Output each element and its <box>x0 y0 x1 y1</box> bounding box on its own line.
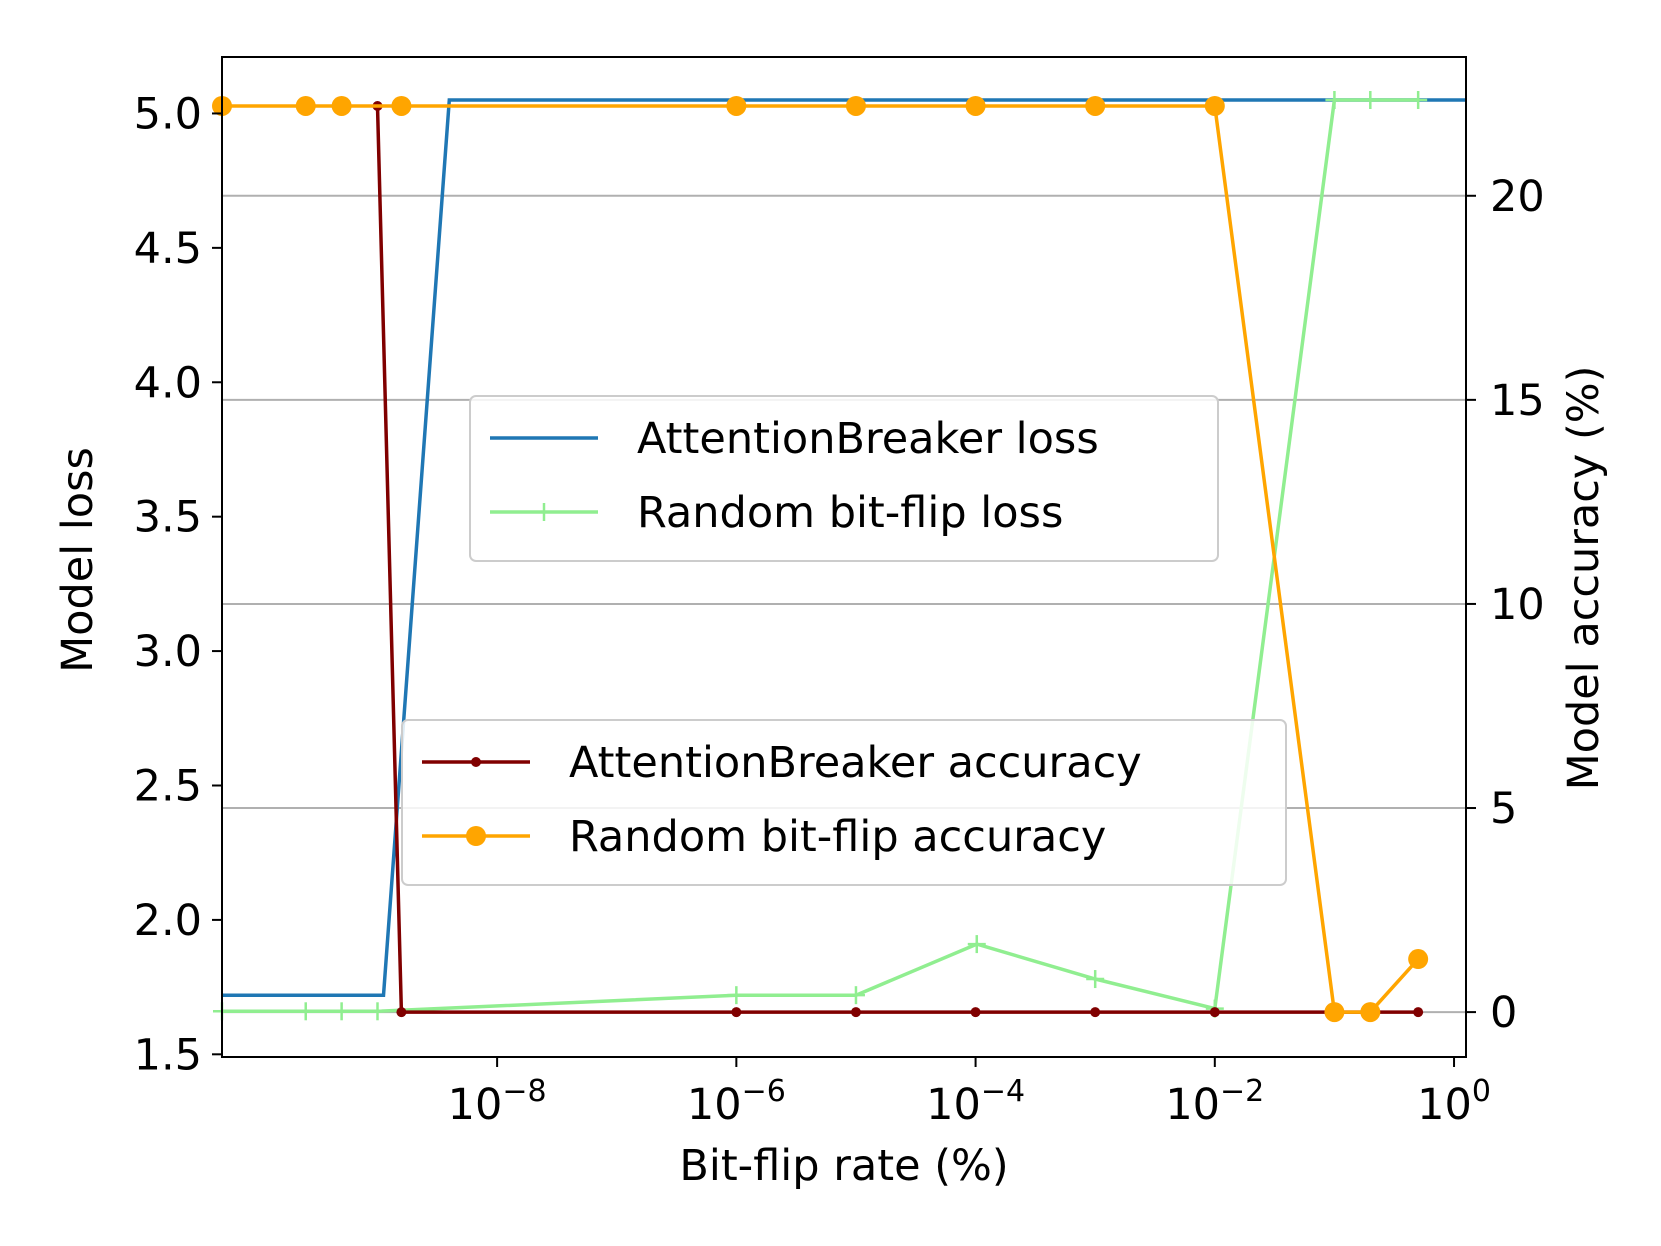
data-point <box>1090 1007 1101 1018</box>
legend-marker <box>535 503 553 521</box>
data-point <box>970 1007 981 1018</box>
x-tick-label: 10−6 <box>687 1074 786 1130</box>
data-point <box>1325 91 1344 110</box>
y-right-tick-label: 10 <box>1490 580 1545 630</box>
data-point <box>1360 1002 1381 1023</box>
data-point <box>1086 970 1105 989</box>
data-point <box>396 1007 407 1018</box>
data-point <box>731 1007 742 1018</box>
y-left-tick-label: 1.5 <box>134 1030 202 1080</box>
y-left-tick-label: 5.0 <box>134 89 202 139</box>
y-axis-right-title: Model accuracy (%) <box>1559 366 1609 791</box>
data-point <box>845 95 866 116</box>
x-tick-label: 10−8 <box>448 1074 547 1130</box>
data-point <box>331 95 352 116</box>
legend-label: Random bit-flip loss <box>637 488 1063 538</box>
series-line <box>375 105 1419 1014</box>
y-right-tick-label: 5 <box>1490 784 1517 834</box>
series-layer <box>212 91 1466 1023</box>
y-left-tick-label: 3.0 <box>134 627 202 677</box>
data-point <box>1361 91 1380 110</box>
data-point <box>1204 95 1225 116</box>
data-point <box>1324 1002 1345 1023</box>
data-point <box>368 1002 387 1021</box>
legend-label: AttentionBreaker accuracy <box>569 738 1142 788</box>
legend-label: AttentionBreaker loss <box>637 414 1099 464</box>
x-axis-title: Bit-flip rate (%) <box>679 1141 1008 1191</box>
y-left-tick-label: 4.5 <box>134 224 202 274</box>
series-line <box>222 98 1466 997</box>
legend-marker <box>471 757 481 767</box>
legend-marker <box>466 826 486 846</box>
legend-accuracy-box <box>401 719 1287 886</box>
axis-layer: 0 5 10 15 20 1.5 2.0 2.5 3.0 3.5 4.0 4.5 5.0 10−8 10−6… <box>134 89 1545 1130</box>
data-point <box>1408 949 1429 970</box>
data-point <box>967 935 986 954</box>
series-1 <box>222 98 1466 997</box>
legend-loss: AttentionBreaker loss Random bit-flip los… <box>469 395 1219 562</box>
data-point <box>727 986 746 1005</box>
data-point <box>296 1002 315 1021</box>
legend-label: Random bit-flip accuracy <box>569 812 1106 862</box>
data-point <box>1413 1007 1424 1018</box>
y-left-tick-label: 4.0 <box>134 358 202 408</box>
data-point <box>1409 91 1428 110</box>
data-point <box>846 986 865 1005</box>
data-point <box>850 1007 861 1018</box>
data-point <box>295 95 316 116</box>
y-right-tick-label: 20 <box>1490 172 1545 222</box>
legend-loss-box <box>469 395 1219 562</box>
series-3 <box>372 100 1424 1018</box>
series-4 <box>212 95 1429 1023</box>
x-tick-label: 10−2 <box>1165 1074 1264 1130</box>
y-axis-left-title: Model loss <box>53 447 103 673</box>
data-point <box>332 1002 351 1021</box>
data-point <box>1209 1007 1220 1018</box>
plot-frame <box>221 56 1467 1058</box>
y-right-tick-label: 15 <box>1490 376 1545 426</box>
x-tick-label: 10−4 <box>926 1074 1025 1130</box>
x-tick-label: 100 <box>1417 1074 1491 1130</box>
data-point <box>1085 95 1106 116</box>
data-point <box>391 95 412 116</box>
y-left-tick-label: 2.0 <box>134 896 202 946</box>
y-right-tick-label: 0 <box>1490 988 1517 1038</box>
y-left-tick-label: 3.5 <box>134 493 202 543</box>
legend-accuracy: AttentionBreaker accuracy Random bit-flip… <box>401 719 1287 886</box>
data-point <box>726 95 747 116</box>
data-point <box>965 95 986 116</box>
y-left-tick-label: 2.5 <box>134 761 202 811</box>
